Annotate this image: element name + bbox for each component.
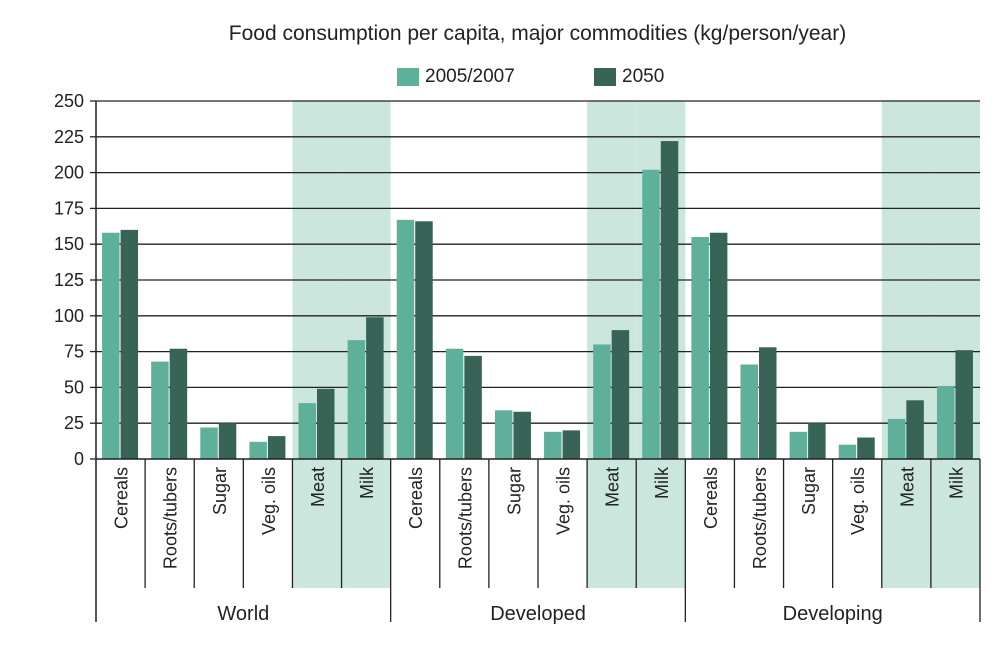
x-tick-label: Sugar: [504, 467, 524, 515]
bar-world-roots-tubers-series-1: [151, 361, 169, 459]
bar-developed-sugar-series-2: [513, 411, 531, 459]
bar-developed-milk-series-1: [642, 169, 660, 459]
bar-developed-cereals-series-1: [396, 219, 415, 459]
x-tick-label: Roots/tubers: [750, 467, 770, 569]
bar-world-roots-tubers-series-2: [169, 348, 188, 459]
y-tick-label: 175: [54, 198, 84, 218]
x-tick-label: Roots/tubers: [455, 467, 475, 569]
bar-developing-roots-tubers-series-2: [759, 347, 777, 459]
x-tick-label: Roots/tubers: [161, 467, 181, 569]
group-label: World: [217, 603, 269, 625]
x-tick-label: Meat: [603, 467, 623, 507]
x-tick-label: Meat: [897, 467, 917, 507]
highlight-band-developing-milk: [930, 101, 980, 588]
y-tick-label: 100: [54, 306, 84, 326]
bar-world-meat-series-2: [317, 388, 335, 459]
x-tick-label: Cereals: [406, 467, 426, 529]
bar-developed-roots-tubers-series-1: [445, 348, 464, 459]
bar-developing-meat-series-2: [906, 400, 924, 459]
bar-developing-veg-oils-series-2: [857, 437, 875, 459]
bar-developing-cereals-series-1: [691, 237, 709, 459]
bar-developed-meat-series-2: [611, 330, 630, 459]
bar-developing-cereals-series-2: [709, 232, 728, 459]
group-label: Developed: [490, 603, 586, 625]
bar-world-cereals-series-1: [102, 232, 120, 459]
highlight-band-developing-meat: [881, 101, 931, 588]
bar-world-milk-series-2: [366, 317, 384, 459]
legend-item-series-1: 2005/2007: [397, 66, 515, 88]
y-tick-label: 225: [54, 127, 84, 147]
highlight-band-world-meat: [292, 101, 342, 588]
bar-developing-sugar-series-1: [789, 431, 808, 459]
group-label: Developing: [783, 603, 883, 625]
y-tick-label: 75: [64, 342, 84, 362]
y-tick-label: 50: [64, 377, 84, 397]
x-tick-label: Milk: [357, 466, 377, 499]
x-tick-label: Milk: [946, 466, 966, 499]
bar-developed-veg-oils-series-1: [544, 431, 562, 459]
y-tick-label: 250: [54, 91, 84, 111]
bar-developed-veg-oils-series-2: [562, 430, 581, 459]
legend-label-series-1: 2005/2007: [425, 66, 515, 87]
x-tick-label: Sugar: [210, 467, 230, 515]
bar-developed-roots-tubers-series-2: [464, 355, 482, 459]
x-tick-label: Sugar: [799, 467, 819, 515]
bar-world-veg-oils-series-2: [267, 436, 286, 459]
bar-developed-cereals-series-2: [415, 221, 433, 459]
x-tick-label: Veg. oils: [259, 467, 279, 535]
bar-world-sugar-series-1: [200, 427, 218, 459]
bar-world-milk-series-1: [347, 340, 366, 459]
bar-developed-meat-series-1: [593, 344, 611, 459]
y-tick-label: 25: [64, 413, 84, 433]
x-tick-label: Veg. oils: [554, 467, 574, 535]
bar-world-sugar-series-2: [218, 423, 237, 459]
bar-world-meat-series-1: [298, 403, 316, 459]
bar-developed-milk-series-2: [660, 141, 679, 459]
legend-swatch-series-2: [594, 68, 616, 86]
x-tick-label: Meat: [308, 467, 328, 507]
bar-developing-milk-series-1: [936, 385, 955, 459]
legend-swatch-series-1: [397, 68, 419, 86]
x-tick-label: Milk: [652, 466, 672, 499]
bar-developing-roots-tubers-series-1: [740, 364, 758, 459]
x-tick-label: Cereals: [112, 467, 132, 529]
bar-developing-sugar-series-2: [808, 423, 826, 459]
y-tick-label: 125: [54, 270, 84, 290]
y-tick-label: 150: [54, 234, 84, 254]
x-tick-label: Veg. oils: [848, 467, 868, 535]
y-tick-label: 0: [74, 449, 84, 469]
bar-developing-meat-series-1: [887, 418, 906, 459]
chart-title: Food consumption per capita, major commo…: [228, 22, 847, 45]
legend: 2005/2007 2050: [0, 66, 1000, 90]
x-tick-label: Cereals: [701, 467, 721, 529]
bar-world-cereals-series-2: [120, 229, 139, 459]
y-tick-label: 200: [54, 163, 84, 183]
bar-developing-milk-series-2: [955, 350, 973, 459]
bar-world-veg-oils-series-1: [249, 441, 267, 459]
legend-label-series-2: 2050: [622, 66, 665, 87]
bar-developed-sugar-series-1: [494, 410, 513, 459]
legend-item-series-2: 2050: [594, 66, 664, 88]
bar-developing-veg-oils-series-1: [838, 444, 857, 459]
